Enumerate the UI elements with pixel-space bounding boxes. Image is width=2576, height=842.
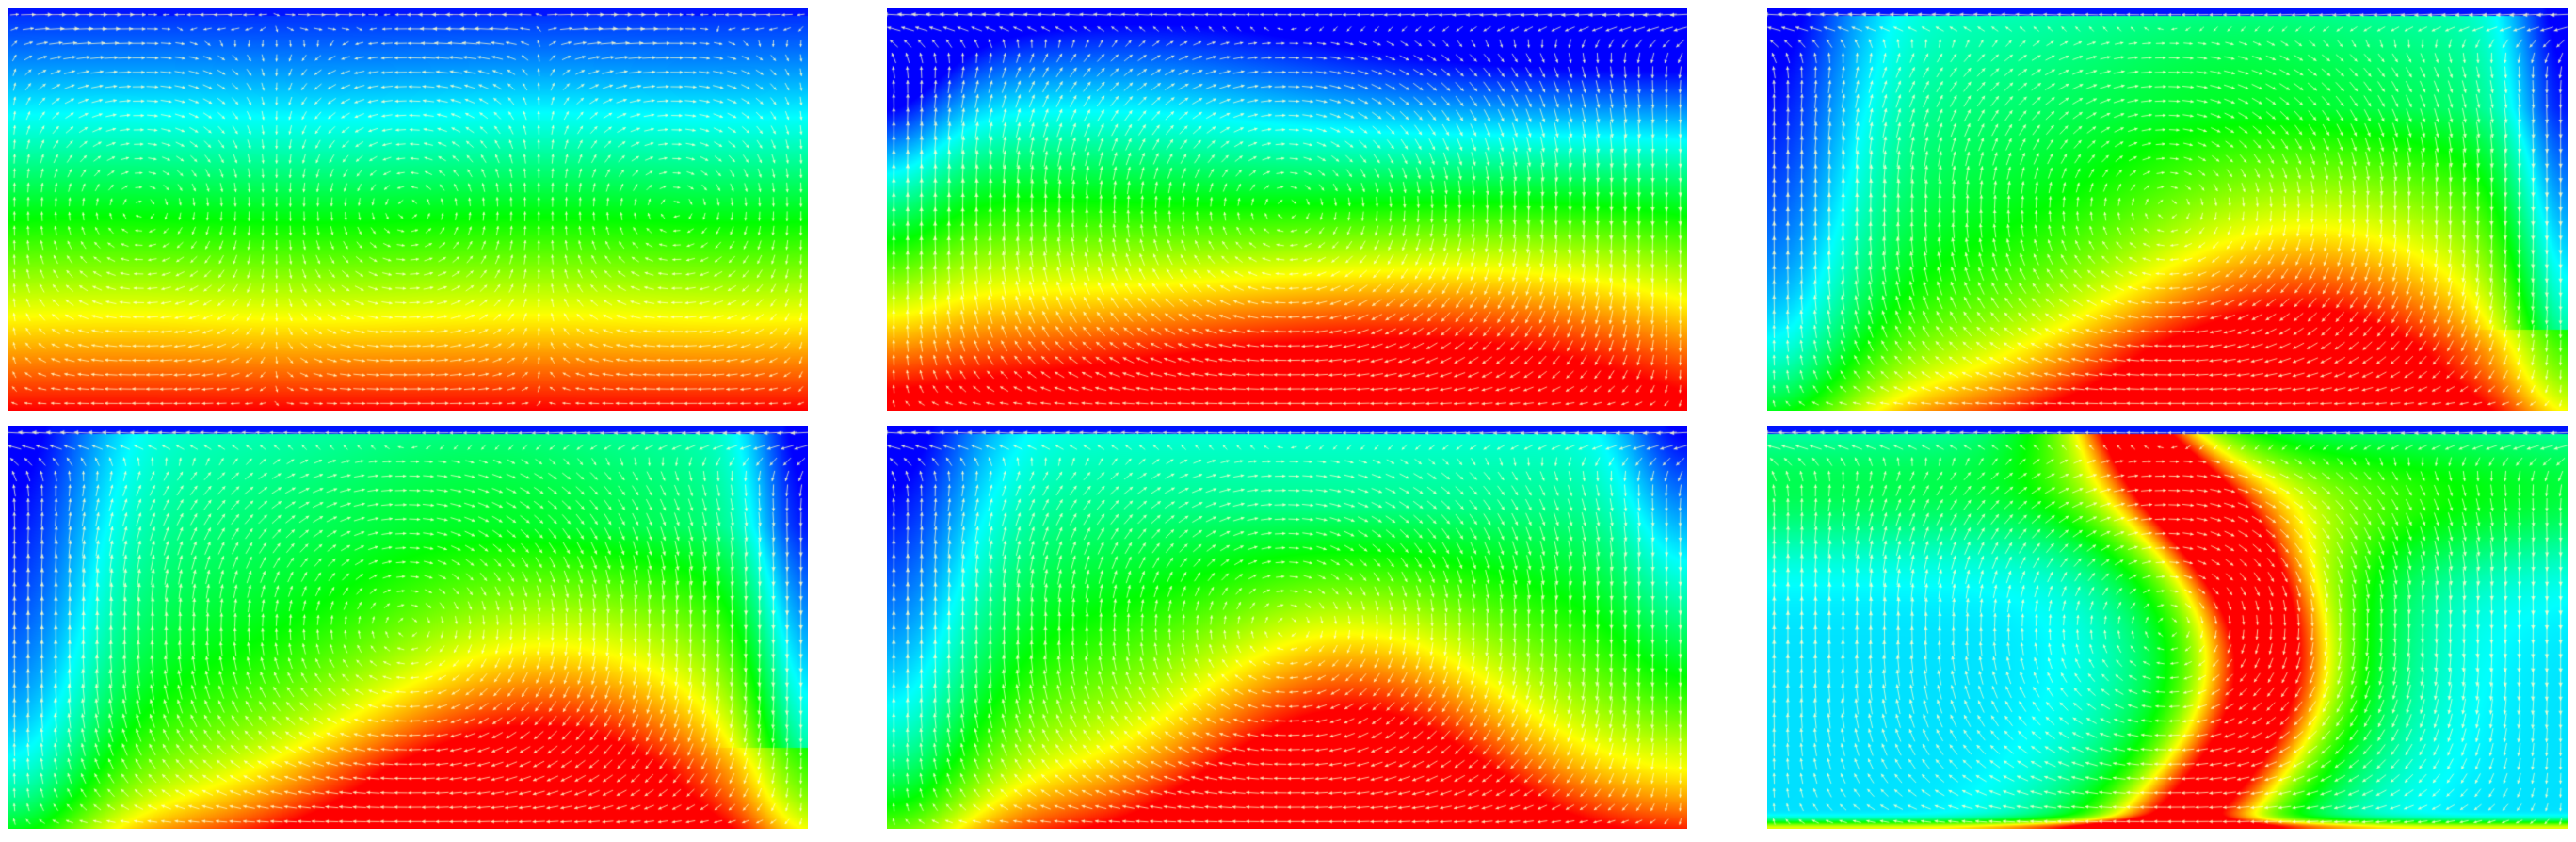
panel-1-temperature-field: [8, 8, 808, 411]
panel-4-canvas: [8, 426, 808, 829]
panel-4-temperature-field: [8, 426, 808, 829]
panel-5-canvas: [887, 426, 1687, 829]
panel-3-canvas: [1767, 8, 2568, 411]
panel-5-temperature-field: [887, 426, 1687, 829]
panel-3-temperature-field: [1767, 8, 2568, 411]
panel-1-canvas: [8, 8, 808, 411]
panel-2-canvas: [887, 8, 1687, 411]
panel-6-canvas: [1767, 426, 2568, 829]
panel-6-temperature-field: [1767, 426, 2568, 829]
panel-2-temperature-field: [887, 8, 1687, 411]
